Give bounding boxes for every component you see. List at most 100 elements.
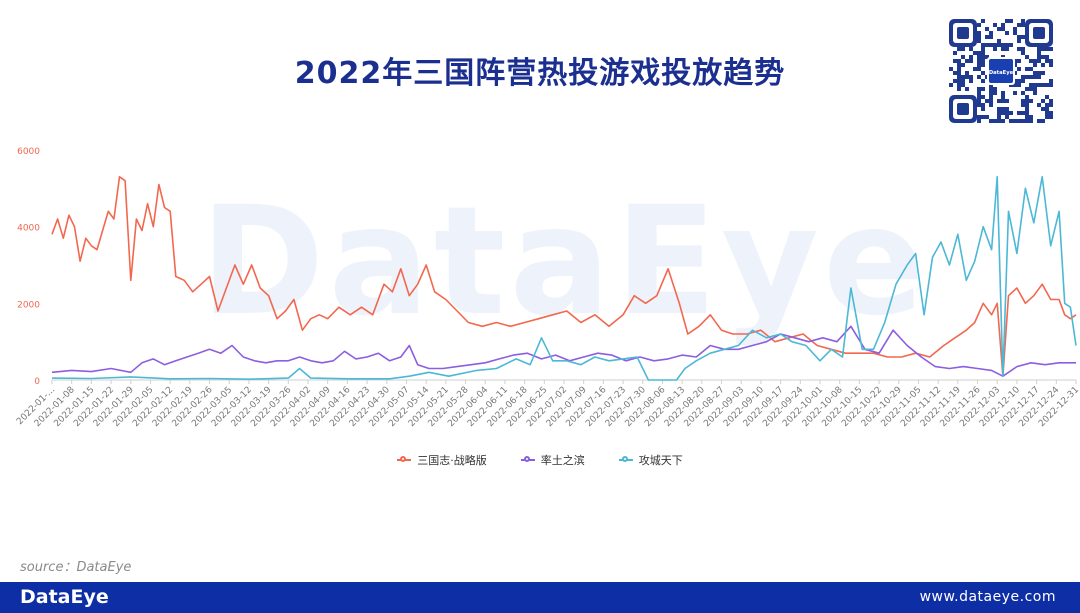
qr-module bbox=[993, 23, 997, 27]
qr-module bbox=[981, 107, 985, 111]
qr-module bbox=[1009, 43, 1013, 47]
qr-module bbox=[965, 71, 969, 75]
qr-module bbox=[1021, 51, 1025, 55]
qr-module bbox=[977, 119, 981, 123]
qr-module bbox=[1037, 75, 1041, 79]
qr-module bbox=[981, 79, 985, 83]
qr-module bbox=[1033, 63, 1037, 67]
qr-module bbox=[993, 91, 997, 95]
qr-module bbox=[997, 99, 1001, 103]
qr-module bbox=[961, 47, 965, 51]
qr-module bbox=[977, 63, 981, 67]
qr-module bbox=[997, 111, 1001, 115]
series-line-2 bbox=[51, 325, 1076, 377]
qr-module bbox=[1049, 79, 1053, 83]
legend-swatch bbox=[520, 456, 535, 462]
qr-module bbox=[1033, 83, 1037, 87]
qr-module bbox=[1017, 79, 1021, 83]
qr-module bbox=[957, 71, 961, 75]
qr-module bbox=[989, 91, 993, 95]
qr-module bbox=[985, 99, 989, 103]
qr-module bbox=[1017, 47, 1021, 51]
qr-module bbox=[973, 51, 977, 55]
qr-module bbox=[1045, 55, 1049, 59]
legend-item[interactable]: 三国志·战略版 bbox=[397, 452, 487, 468]
qr-module bbox=[1049, 99, 1053, 103]
qr-module bbox=[1045, 59, 1049, 63]
qr-module bbox=[957, 47, 961, 51]
qr-module bbox=[977, 103, 981, 107]
qr-module bbox=[981, 43, 985, 47]
qr-module bbox=[1045, 115, 1049, 119]
qr-module bbox=[1033, 59, 1037, 63]
qr-module bbox=[981, 95, 985, 99]
qr-module bbox=[977, 35, 981, 39]
qr-module bbox=[1049, 47, 1053, 51]
qr-module bbox=[1041, 107, 1045, 111]
qr-module bbox=[1001, 23, 1005, 27]
qr-module bbox=[961, 75, 965, 79]
qr-module bbox=[965, 75, 969, 79]
qr-module bbox=[961, 79, 965, 83]
qr-module bbox=[1005, 111, 1009, 115]
qr-module bbox=[981, 87, 985, 91]
legend: 三国志·战略版 率土之滨 攻城天下 bbox=[0, 452, 1080, 468]
qr-module bbox=[1029, 75, 1033, 79]
qr-module bbox=[977, 99, 981, 103]
qr-module bbox=[977, 91, 981, 95]
qr-module bbox=[957, 83, 961, 87]
qr-module bbox=[989, 31, 993, 35]
legend-item[interactable]: 率土之滨 bbox=[520, 452, 585, 468]
qr-module bbox=[1029, 119, 1033, 123]
qr-module bbox=[961, 63, 965, 67]
qr-module bbox=[969, 75, 973, 79]
qr-code: DataEye bbox=[944, 14, 1058, 128]
qr-module bbox=[1045, 47, 1049, 51]
qr-module bbox=[1017, 67, 1021, 71]
legend-swatch bbox=[618, 456, 633, 462]
qr-module bbox=[1029, 115, 1033, 119]
qr-module bbox=[1017, 111, 1021, 115]
qr-module bbox=[1045, 103, 1049, 107]
qr-module bbox=[997, 43, 1001, 47]
qr-module bbox=[989, 99, 993, 103]
qr-module bbox=[1049, 83, 1053, 87]
qr-module bbox=[1037, 103, 1041, 107]
qr-module bbox=[1029, 59, 1033, 63]
qr-module bbox=[1025, 99, 1029, 103]
qr-center-badge bbox=[989, 59, 1013, 83]
qr-module bbox=[985, 115, 989, 119]
qr-module bbox=[1033, 87, 1037, 91]
qr-module bbox=[1001, 99, 1005, 103]
qr-module bbox=[1017, 119, 1021, 123]
qr-module bbox=[1029, 99, 1033, 103]
legend-item[interactable]: 攻城天下 bbox=[618, 452, 683, 468]
qr-module bbox=[957, 79, 961, 83]
qr-module bbox=[1037, 83, 1041, 87]
qr-module bbox=[993, 47, 997, 51]
qr-module bbox=[957, 87, 961, 91]
qr-module bbox=[1017, 23, 1021, 27]
chart-title: 2022年三国阵营热投游戏投放趋势 bbox=[294, 56, 786, 91]
qr-module bbox=[993, 43, 997, 47]
qr-module bbox=[1021, 19, 1025, 23]
qr-module bbox=[981, 55, 985, 59]
qr-module bbox=[989, 95, 993, 99]
qr-module bbox=[1017, 59, 1021, 63]
qr-module bbox=[977, 39, 981, 43]
qr-module bbox=[1037, 55, 1041, 59]
qr-module bbox=[1001, 47, 1005, 51]
qr-module bbox=[1009, 19, 1013, 23]
qr-module bbox=[1017, 35, 1021, 39]
qr-module bbox=[1001, 91, 1005, 95]
qr-module bbox=[1005, 47, 1009, 51]
qr-module bbox=[953, 51, 957, 55]
qr-module bbox=[1021, 103, 1025, 107]
qr-module bbox=[1033, 71, 1037, 75]
qr-module bbox=[1013, 27, 1017, 31]
qr-module bbox=[957, 67, 961, 71]
qr-module bbox=[969, 47, 973, 51]
footer-url[interactable]: www.dataeye.com bbox=[919, 589, 1056, 605]
qr-module bbox=[1021, 79, 1025, 83]
qr-module bbox=[1025, 103, 1029, 107]
